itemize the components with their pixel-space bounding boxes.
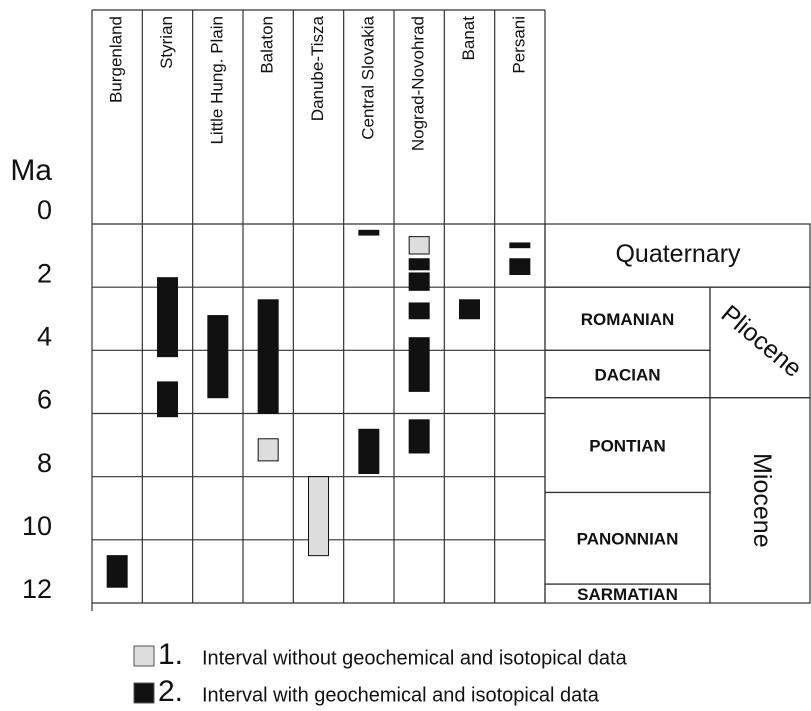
column-label: Little Hung. Plain	[207, 16, 226, 145]
interval-bar	[408, 236, 430, 255]
interval-bar	[459, 299, 480, 320]
interval-bar	[358, 428, 380, 475]
interval-bar	[509, 258, 531, 276]
stage-label: PANONNIAN	[577, 530, 679, 549]
legend-number: 2.	[158, 675, 183, 708]
stage-label: ROMANIAN	[581, 310, 675, 329]
stage-label: SARMATIAN	[577, 585, 678, 604]
legend-label: Interval without geochemical and isotopi…	[202, 647, 628, 669]
column-label: Persani	[509, 16, 528, 74]
column-label: Banat	[459, 16, 478, 61]
interval-bar	[408, 302, 430, 320]
interval-bar	[157, 277, 178, 358]
period-label: Quaternary	[615, 240, 741, 268]
interval-bar	[408, 419, 430, 454]
interval-bar	[509, 242, 531, 249]
y-tick-label: 6	[37, 385, 52, 415]
column-label: Balaton	[258, 16, 277, 74]
interval-bar	[408, 258, 430, 271]
interval-bar	[408, 337, 430, 392]
y-tick-label: 10	[22, 511, 52, 541]
column-label: Central Slovakia	[358, 15, 377, 139]
y-tick-label: 8	[37, 448, 52, 478]
legend-label: Interval with geochemical and isotopical…	[202, 684, 600, 706]
interval-bar	[308, 476, 329, 557]
period-label: Miocene	[748, 453, 776, 547]
legend-number: 1.	[158, 638, 183, 671]
y-axis-label: Ma	[10, 154, 52, 187]
period-label: Pliocene	[716, 300, 807, 383]
stage-label: DACIAN	[594, 366, 660, 385]
legend-swatch	[133, 645, 155, 667]
y-tick-label: 0	[37, 195, 52, 225]
interval-bar	[408, 272, 430, 291]
interval-bar	[207, 315, 229, 399]
y-tick-label: 2	[37, 258, 52, 288]
stage-label: PONTIAN	[589, 437, 666, 456]
column-label: Burgenland	[107, 16, 126, 103]
column-label: Styrian	[157, 16, 176, 69]
interval-bar	[358, 229, 380, 236]
interval-bar	[257, 299, 279, 414]
column-label: Nograd-Novohrad	[409, 16, 428, 151]
interval-bar	[257, 438, 279, 462]
y-tick-label: 12	[22, 574, 52, 604]
legend-swatch	[133, 682, 155, 704]
interval-bar	[157, 381, 178, 418]
y-tick-label: 4	[37, 321, 52, 351]
interval-bar	[106, 555, 128, 588]
column-label: Danube-Tisza	[308, 15, 327, 121]
stage-box	[544, 583, 711, 604]
